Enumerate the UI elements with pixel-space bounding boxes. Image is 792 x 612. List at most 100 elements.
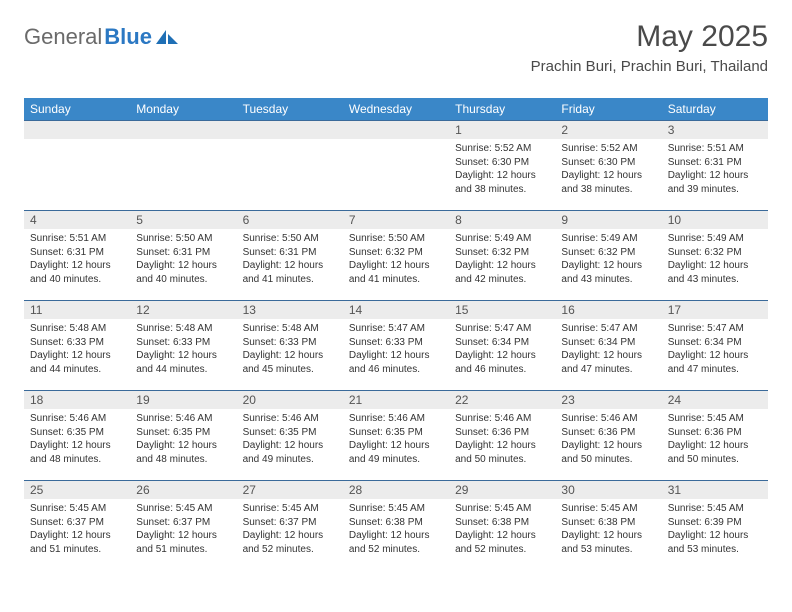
day-line: Sunrise: 5:46 AM: [136, 412, 230, 426]
logo-text-blue: Blue: [104, 24, 152, 50]
day-line: Sunrise: 5:52 AM: [455, 142, 549, 156]
day-line: Sunrise: 5:50 AM: [243, 232, 337, 246]
day-number: 24: [662, 391, 768, 409]
day-line: Daylight: 12 hours and 43 minutes.: [668, 259, 762, 286]
calendar-day-cell: 10Sunrise: 5:49 AMSunset: 6:32 PMDayligh…: [662, 211, 768, 301]
day-content: Sunrise: 5:45 AMSunset: 6:38 PMDaylight:…: [555, 499, 661, 562]
weekday-header: Monday: [130, 98, 236, 121]
day-line: Sunrise: 5:50 AM: [349, 232, 443, 246]
day-line: Sunset: 6:34 PM: [561, 336, 655, 350]
day-line: Sunrise: 5:50 AM: [136, 232, 230, 246]
day-content: Sunrise: 5:47 AMSunset: 6:34 PMDaylight:…: [662, 319, 768, 382]
day-line: Daylight: 12 hours and 47 minutes.: [561, 349, 655, 376]
day-number: 5: [130, 211, 236, 229]
calendar-week-row: 18Sunrise: 5:46 AMSunset: 6:35 PMDayligh…: [24, 391, 768, 481]
day-line: Sunset: 6:33 PM: [30, 336, 124, 350]
calendar-day-cell: 9Sunrise: 5:49 AMSunset: 6:32 PMDaylight…: [555, 211, 661, 301]
day-line: Sunrise: 5:45 AM: [136, 502, 230, 516]
calendar-day-cell: 24Sunrise: 5:45 AMSunset: 6:36 PMDayligh…: [662, 391, 768, 481]
weekday-header-row: SundayMondayTuesdayWednesdayThursdayFrid…: [24, 98, 768, 121]
calendar-day-cell: 26Sunrise: 5:45 AMSunset: 6:37 PMDayligh…: [130, 481, 236, 571]
day-line: Daylight: 12 hours and 53 minutes.: [668, 529, 762, 556]
day-line: Sunset: 6:37 PM: [30, 516, 124, 530]
calendar-day-cell: 12Sunrise: 5:48 AMSunset: 6:33 PMDayligh…: [130, 301, 236, 391]
day-content: Sunrise: 5:49 AMSunset: 6:32 PMDaylight:…: [662, 229, 768, 292]
day-line: Sunset: 6:34 PM: [668, 336, 762, 350]
day-content: Sunrise: 5:45 AMSunset: 6:37 PMDaylight:…: [24, 499, 130, 562]
calendar-day-cell: [130, 121, 236, 211]
calendar-week-row: 25Sunrise: 5:45 AMSunset: 6:37 PMDayligh…: [24, 481, 768, 571]
day-line: Daylight: 12 hours and 42 minutes.: [455, 259, 549, 286]
day-content: Sunrise: 5:47 AMSunset: 6:34 PMDaylight:…: [449, 319, 555, 382]
day-line: Daylight: 12 hours and 44 minutes.: [136, 349, 230, 376]
calendar-day-cell: 14Sunrise: 5:47 AMSunset: 6:33 PMDayligh…: [343, 301, 449, 391]
day-content: Sunrise: 5:46 AMSunset: 6:35 PMDaylight:…: [237, 409, 343, 472]
day-number: 28: [343, 481, 449, 499]
calendar-day-cell: 31Sunrise: 5:45 AMSunset: 6:39 PMDayligh…: [662, 481, 768, 571]
day-line: Daylight: 12 hours and 52 minutes.: [243, 529, 337, 556]
day-line: Sunrise: 5:45 AM: [561, 502, 655, 516]
day-number: 14: [343, 301, 449, 319]
day-content: [343, 139, 449, 148]
calendar-day-cell: 29Sunrise: 5:45 AMSunset: 6:38 PMDayligh…: [449, 481, 555, 571]
day-line: Daylight: 12 hours and 43 minutes.: [561, 259, 655, 286]
calendar-day-cell: 16Sunrise: 5:47 AMSunset: 6:34 PMDayligh…: [555, 301, 661, 391]
day-number: 1: [449, 121, 555, 139]
calendar-week-row: 11Sunrise: 5:48 AMSunset: 6:33 PMDayligh…: [24, 301, 768, 391]
day-line: Sunset: 6:36 PM: [561, 426, 655, 440]
day-content: Sunrise: 5:46 AMSunset: 6:36 PMDaylight:…: [555, 409, 661, 472]
day-line: Sunset: 6:38 PM: [349, 516, 443, 530]
day-line: Sunset: 6:31 PM: [136, 246, 230, 260]
day-line: Daylight: 12 hours and 47 minutes.: [668, 349, 762, 376]
day-line: Sunset: 6:35 PM: [243, 426, 337, 440]
day-line: Sunrise: 5:45 AM: [668, 412, 762, 426]
day-line: Sunrise: 5:46 AM: [455, 412, 549, 426]
day-number: [237, 121, 343, 139]
day-line: Sunrise: 5:46 AM: [243, 412, 337, 426]
weekday-header: Tuesday: [237, 98, 343, 121]
day-line: Sunset: 6:37 PM: [243, 516, 337, 530]
day-line: Sunrise: 5:49 AM: [668, 232, 762, 246]
day-number: 31: [662, 481, 768, 499]
day-line: Sunset: 6:39 PM: [668, 516, 762, 530]
day-line: Sunset: 6:36 PM: [668, 426, 762, 440]
day-number: 15: [449, 301, 555, 319]
day-content: Sunrise: 5:51 AMSunset: 6:31 PMDaylight:…: [662, 139, 768, 202]
day-line: Sunset: 6:30 PM: [455, 156, 549, 170]
calendar-day-cell: 7Sunrise: 5:50 AMSunset: 6:32 PMDaylight…: [343, 211, 449, 301]
calendar-day-cell: 21Sunrise: 5:46 AMSunset: 6:35 PMDayligh…: [343, 391, 449, 481]
day-number: [130, 121, 236, 139]
day-content: Sunrise: 5:45 AMSunset: 6:36 PMDaylight:…: [662, 409, 768, 472]
day-line: Sunset: 6:35 PM: [349, 426, 443, 440]
day-content: Sunrise: 5:50 AMSunset: 6:32 PMDaylight:…: [343, 229, 449, 292]
calendar-table: SundayMondayTuesdayWednesdayThursdayFrid…: [24, 98, 768, 571]
day-line: Sunrise: 5:49 AM: [455, 232, 549, 246]
day-number: 17: [662, 301, 768, 319]
day-content: Sunrise: 5:46 AMSunset: 6:35 PMDaylight:…: [130, 409, 236, 472]
day-number: 19: [130, 391, 236, 409]
day-line: Sunset: 6:30 PM: [561, 156, 655, 170]
day-number: 29: [449, 481, 555, 499]
day-line: Sunrise: 5:46 AM: [561, 412, 655, 426]
weekday-header: Saturday: [662, 98, 768, 121]
day-number: 13: [237, 301, 343, 319]
day-line: Sunset: 6:31 PM: [30, 246, 124, 260]
day-line: Sunrise: 5:51 AM: [30, 232, 124, 246]
day-line: Sunrise: 5:45 AM: [349, 502, 443, 516]
day-content: Sunrise: 5:47 AMSunset: 6:33 PMDaylight:…: [343, 319, 449, 382]
day-line: Daylight: 12 hours and 46 minutes.: [349, 349, 443, 376]
calendar-body: 1Sunrise: 5:52 AMSunset: 6:30 PMDaylight…: [24, 121, 768, 571]
day-number: 8: [449, 211, 555, 229]
day-number: 6: [237, 211, 343, 229]
weekday-header: Friday: [555, 98, 661, 121]
calendar-day-cell: 27Sunrise: 5:45 AMSunset: 6:37 PMDayligh…: [237, 481, 343, 571]
calendar-day-cell: [237, 121, 343, 211]
day-content: Sunrise: 5:50 AMSunset: 6:31 PMDaylight:…: [237, 229, 343, 292]
day-line: Sunset: 6:33 PM: [349, 336, 443, 350]
calendar-day-cell: 3Sunrise: 5:51 AMSunset: 6:31 PMDaylight…: [662, 121, 768, 211]
calendar-day-cell: 1Sunrise: 5:52 AMSunset: 6:30 PMDaylight…: [449, 121, 555, 211]
calendar-day-cell: 11Sunrise: 5:48 AMSunset: 6:33 PMDayligh…: [24, 301, 130, 391]
day-number: 20: [237, 391, 343, 409]
day-content: Sunrise: 5:45 AMSunset: 6:37 PMDaylight:…: [130, 499, 236, 562]
calendar-week-row: 4Sunrise: 5:51 AMSunset: 6:31 PMDaylight…: [24, 211, 768, 301]
